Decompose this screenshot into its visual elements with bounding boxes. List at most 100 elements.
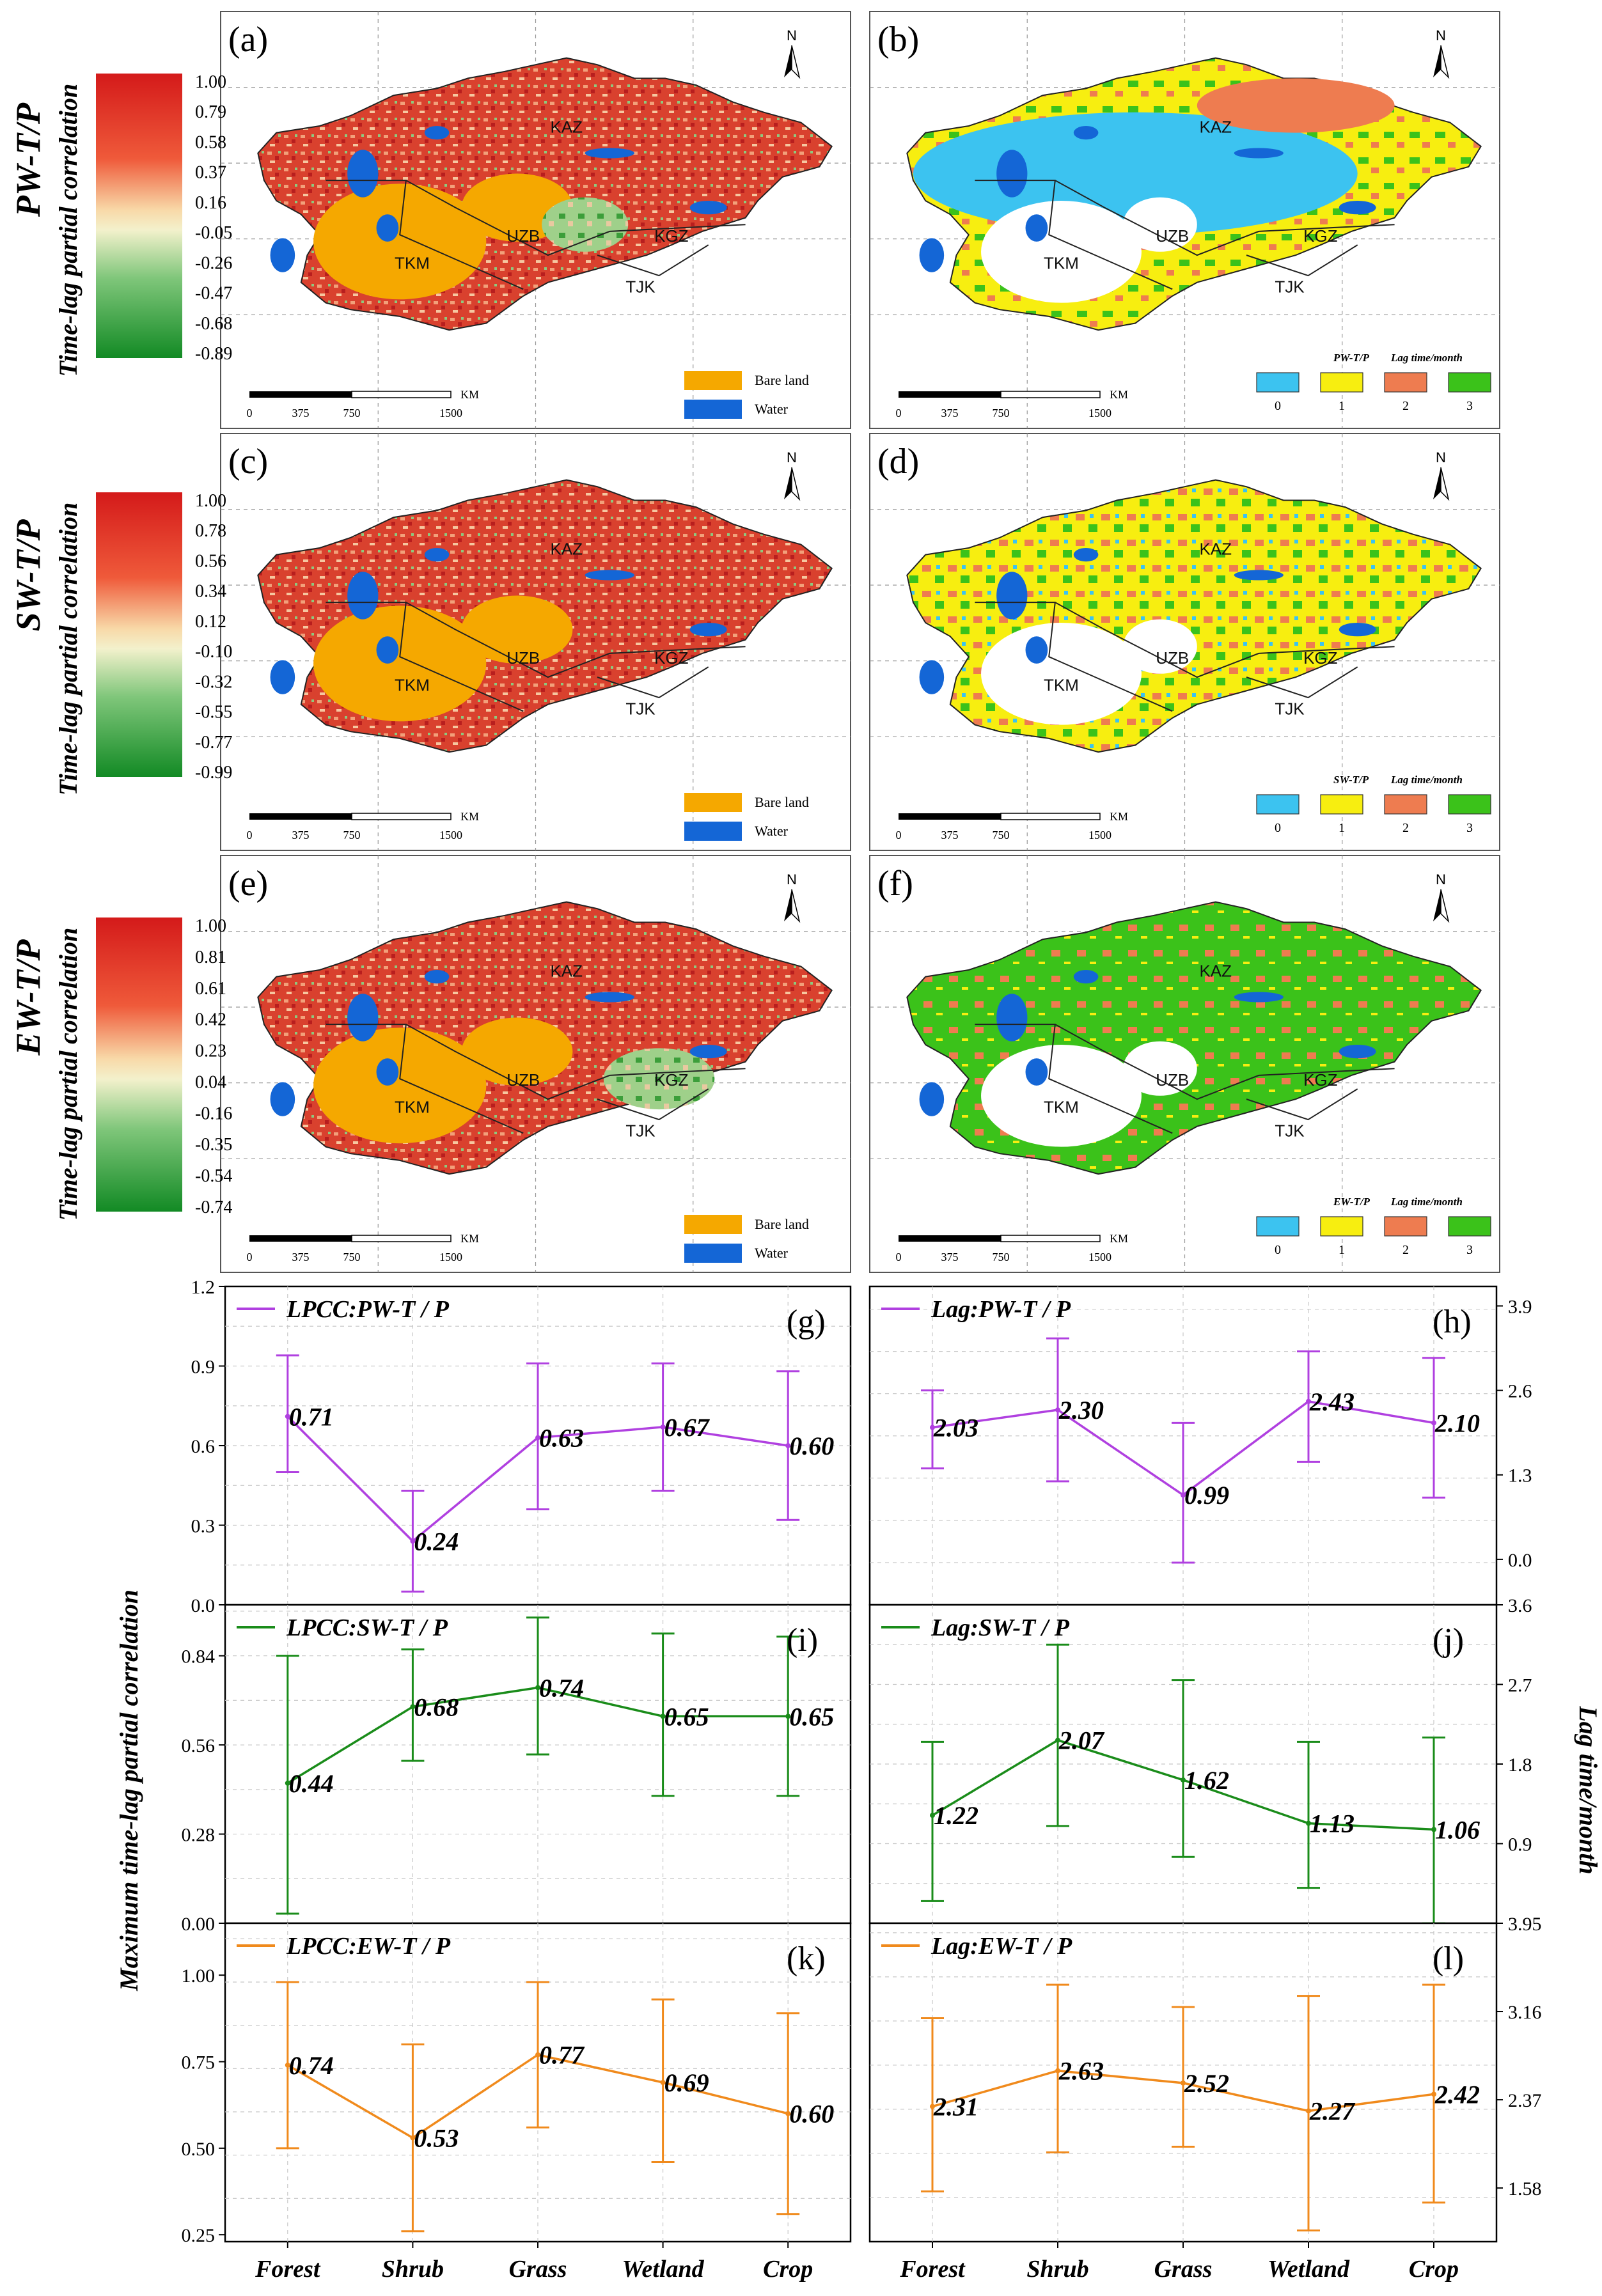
bare-land-area (313, 184, 487, 300)
scale-tick: 0 (247, 407, 253, 419)
lag-legend-swatch-1 (1320, 794, 1363, 815)
chart-panels: 0.0 0.3 0.6 0.9 1.2 0.71 0.24 0.63 0.67 0.60 LPCC:… (182, 1277, 1542, 2283)
scale-unit: KM (460, 1232, 479, 1245)
x-tick-label: Grass (509, 2256, 567, 2283)
north-label: N (787, 871, 797, 887)
colorbar-tick: -0.47 (195, 284, 232, 304)
country-label-tjk: TJK (625, 699, 656, 719)
no-data-area (1123, 1041, 1197, 1096)
legend-label-water: Water (755, 401, 789, 417)
value-label: 0.74 (289, 2051, 334, 2080)
data-point (1306, 1820, 1311, 1826)
country-label-kgz: KGZ (654, 648, 689, 668)
lag-legend-id: SW-T/P (1333, 774, 1369, 786)
value-label: 2.52 (1184, 2069, 1229, 2098)
y-tick-label: 0.50 (182, 2139, 216, 2160)
value-label: 0.24 (414, 1527, 459, 1556)
chart-panel-h: 0.0 1.3 2.6 3.9 2.03 2.30 0.99 2.43 2.10 Lag:PW-T… (868, 1285, 1532, 1606)
vegetation-area (603, 1048, 715, 1110)
map-panel-c: KAZ UZB TKM KGZ TJK (c) N KM 0 375 750 1500 Bare lan… (220, 433, 851, 851)
scale-tick: 750 (993, 1251, 1010, 1263)
data-point (1181, 1777, 1186, 1783)
lag-legend-swatch-2 (1384, 372, 1427, 393)
data-point (410, 1704, 416, 1710)
data-point (535, 1685, 540, 1691)
water-body (270, 1082, 295, 1116)
country-label-uzb: UZB (1156, 648, 1189, 668)
country-label-kaz: KAZ (1199, 540, 1232, 559)
value-label: 1.13 (1310, 1809, 1355, 1838)
x-tick-label: Grass (1154, 2256, 1213, 2283)
value-label: 0.71 (289, 1402, 334, 1431)
no-data-area (1123, 197, 1197, 252)
colorbar-gradient (96, 492, 182, 777)
colorbar-tick: -0.26 (195, 253, 232, 273)
north-arrow-icon (1440, 889, 1450, 923)
scale-unit: KM (1110, 388, 1128, 401)
country-border (1048, 180, 1173, 290)
y-tick-label: 3.9 (1508, 1296, 1532, 1317)
water-body (376, 214, 399, 242)
water-body (1073, 125, 1099, 140)
value-label: 1.62 (1184, 1766, 1229, 1795)
x-tick-label: Wetland (1268, 2256, 1350, 2283)
colorbar-3: 1.00 0.81 0.61 0.42 0.23 0.04 -0.16 -0.35 -0.54 -… (96, 916, 232, 1217)
row-title-ew: EW-T/P (9, 939, 47, 1056)
scale-tick: 375 (292, 1251, 310, 1263)
colorbar-tick: 0.78 (195, 521, 226, 541)
country-label-tkm: TKM (395, 1097, 430, 1116)
country-label-kaz: KAZ (550, 118, 583, 137)
country-label-kaz: KAZ (550, 962, 583, 981)
country-label-tkm: TKM (1044, 1097, 1079, 1116)
north-label: N (787, 449, 797, 465)
country-label-uzb: UZB (507, 1070, 540, 1089)
colorbar-tick: 0.61 (195, 979, 226, 999)
country-label-kaz: KAZ (1199, 118, 1232, 137)
colorbar-tick: 1.00 (195, 72, 226, 92)
country-label-tkm: TKM (1044, 675, 1079, 694)
water-body (424, 969, 450, 984)
scale-tick: 1500 (1088, 407, 1111, 419)
scale-tick: 750 (343, 407, 361, 419)
value-label: 0.53 (414, 2124, 459, 2153)
y-tick-label: 0.6 (191, 1436, 216, 1457)
lag-legend-class: 3 (1466, 821, 1473, 835)
north-arrow-icon (784, 889, 792, 921)
y-tick-label: 0.0 (191, 1595, 216, 1616)
water-body (1025, 1058, 1048, 1086)
x-tick-label: Wetland (622, 2256, 705, 2283)
country-border (399, 1024, 524, 1134)
colorbar-tick: 0.37 (195, 163, 226, 183)
country-label-uzb: UZB (1156, 1070, 1189, 1089)
lag-legend-swatch-3 (1448, 794, 1491, 815)
data-point (285, 1414, 290, 1419)
row-title-pw: PW-T/P (9, 102, 47, 217)
lag0-area (913, 112, 1358, 235)
x-tick-label: Shrub (382, 2256, 444, 2283)
colorbar-tick: -0.32 (195, 672, 232, 692)
lag-legend-class: 2 (1402, 1243, 1409, 1257)
x-tick-label: Crop (1409, 2256, 1459, 2283)
colorbar-tick: -0.74 (195, 1198, 232, 1217)
colorbar-label-sw: Time-lag partial correlation (54, 503, 82, 796)
country-border (1246, 666, 1358, 699)
scale-tick: 750 (343, 829, 361, 841)
y-tick-label: 0.75 (182, 2052, 216, 2073)
data-point (535, 2052, 540, 2058)
data-point (785, 1443, 791, 1448)
north-label: N (1436, 449, 1446, 465)
colorbar-tick: 1.00 (195, 916, 226, 936)
y-tick-label: 3.16 (1508, 2002, 1542, 2023)
colorbar-1: 1.00 0.79 0.58 0.37 0.16 -0.05 -0.26 -0.47 -0.68… (96, 72, 232, 364)
y-tick-label: 3.6 (1508, 1595, 1532, 1616)
y-tick-label: 0.3 (191, 1516, 216, 1537)
country-border (597, 244, 709, 277)
lag-legend-class: 0 (1275, 821, 1281, 835)
water-body (424, 547, 450, 562)
data-point (285, 1780, 290, 1786)
north-arrow-icon (791, 45, 801, 79)
scale-tick: 375 (941, 407, 959, 419)
country-label-tjk: TJK (1275, 1121, 1305, 1141)
y-tick-label: 0.56 (182, 1735, 216, 1756)
